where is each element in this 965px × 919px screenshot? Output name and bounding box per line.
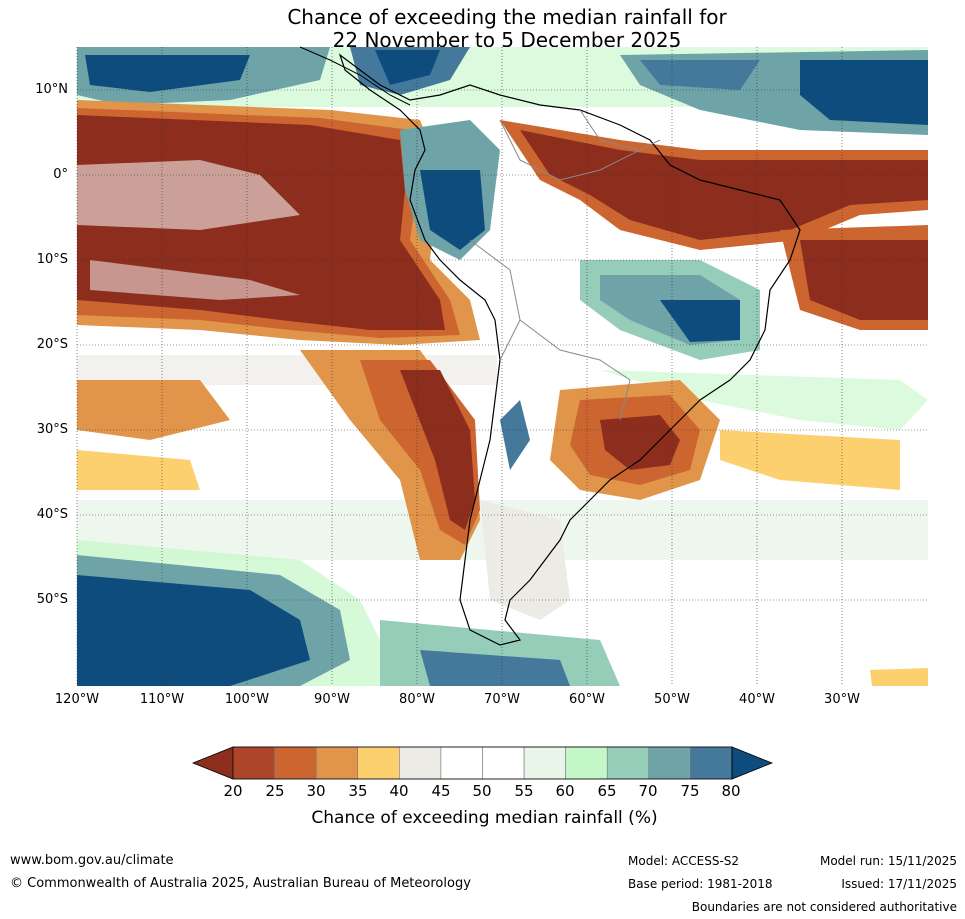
colorbar-tick: 25 [265,782,285,800]
boundary-disclaimer: Boundaries are not considered authoritat… [691,900,957,914]
colorbar-tick: 20 [223,782,243,800]
colorbar-segment [315,746,359,780]
colorbar [191,746,774,780]
colorbar-tick: 70 [638,782,658,800]
chart-title-line1: Chance of exceeding the median rainfall … [287,5,727,29]
website-link[interactable]: www.bom.gov.au/climate [10,853,174,868]
lat-label-0: 0° [53,167,68,182]
colorbar-tick: 35 [348,782,368,800]
colorbar-tick: 80 [721,782,741,800]
lon-label-90w: 90°W [314,692,350,707]
forecast-map [76,46,928,686]
lon-label-50w: 50°W [654,692,690,707]
lat-label-10n: 10°N [35,82,68,97]
lon-label-40w: 40°W [739,692,775,707]
colorbar-label: Chance of exceeding median rainfall (%) [311,808,658,828]
colorbar-tick: 60 [555,782,575,800]
lon-label-60w: 60°W [569,692,605,707]
colorbar-tick: 30 [306,782,326,800]
lon-label-100w: 100°W [224,692,270,707]
colorbar-segment [399,746,442,780]
colorbar-tick: 75 [680,782,700,800]
colorbar-extend-low [191,746,234,780]
lat-label-10s: 10°S [36,252,68,267]
colorbar-tick: 55 [514,782,534,800]
lon-label-120w: 120°W [54,692,100,707]
rainfall-probability-field [77,47,928,686]
colorbar-segment [565,746,608,780]
lat-label-30s: 30°S [36,422,68,437]
colorbar-segment [440,746,483,780]
graticule [76,47,928,686]
base-period: Base period: 1981-2018 [628,877,773,891]
colorbar-tick: 50 [472,782,492,800]
colorbar-segment [606,746,650,780]
central-america-coastline [299,46,411,106]
issued-date: Issued: 17/11/2025 [841,877,957,891]
colorbar-segment [482,746,525,780]
colorbar-segment [523,746,566,780]
model-name: Model: ACCESS-S2 [628,854,740,868]
colorbar-segment [274,746,317,780]
colorbar-segment [357,746,400,780]
colorbar-tick: 45 [431,782,451,800]
colorbar-tick: 65 [597,782,617,800]
south-america-coastline [338,53,801,646]
lon-label-80w: 80°W [399,692,435,707]
lon-label-110w: 110°W [139,692,185,707]
colorbar-segment [690,746,733,780]
lat-label-50s: 50°S [36,592,68,607]
lon-label-70w: 70°W [484,692,520,707]
lat-label-20s: 20°S [36,337,68,352]
lat-label-40s: 40°S [36,507,68,522]
colorbar-tick: 40 [389,782,409,800]
colorbar-segment [648,746,691,780]
model-run-date: Model run: 15/11/2025 [819,854,957,868]
copyright-notice: © Commonwealth of Australia 2025, Austra… [10,876,471,891]
colorbar-outline [232,746,733,780]
colorbar-extend-high [731,746,774,780]
country-borders [469,109,661,421]
lon-label-30w: 30°W [824,692,860,707]
colorbar-segment [232,746,275,780]
